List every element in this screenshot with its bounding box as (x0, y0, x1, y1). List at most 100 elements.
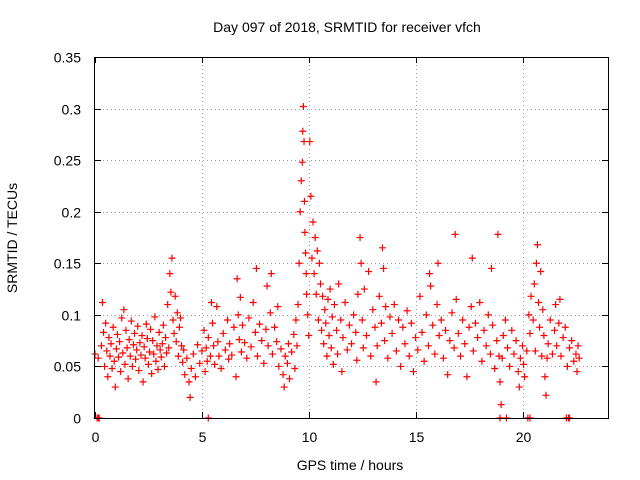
data-point (307, 192, 315, 200)
data-point (105, 334, 113, 342)
data-point (102, 319, 110, 327)
y-axis-label: SRMTID / TECUs (4, 183, 20, 293)
data-point (412, 334, 420, 342)
data-point (318, 326, 326, 334)
data-point (247, 343, 255, 351)
data-point (530, 280, 538, 288)
data-point (271, 323, 279, 331)
data-point (326, 285, 334, 293)
data-point (203, 357, 211, 365)
data-point (128, 362, 136, 370)
data-point (386, 313, 394, 321)
data-point (101, 362, 109, 370)
data-point (267, 270, 275, 278)
data-point (202, 344, 210, 352)
data-point (388, 329, 396, 337)
data-point (543, 354, 551, 362)
data-point (488, 264, 496, 272)
data-point (338, 368, 346, 376)
data-point (288, 348, 296, 356)
data-point (238, 321, 246, 329)
data-point (506, 362, 514, 370)
data-point (484, 311, 492, 319)
data-point (478, 357, 486, 365)
data-point (405, 352, 413, 360)
data-point (431, 350, 439, 358)
data-point (548, 350, 556, 358)
data-point (290, 330, 298, 338)
data-point (328, 313, 336, 321)
data-point (166, 270, 174, 278)
data-point (129, 341, 137, 349)
data-point (171, 292, 179, 300)
data-point (118, 314, 126, 322)
data-point (189, 350, 197, 358)
data-point (115, 353, 123, 361)
data-point (147, 325, 155, 333)
data-point (575, 354, 583, 362)
data-point (297, 177, 305, 185)
chart-title: Day 097 of 2018, SRMTID for receiver vfc… (213, 19, 481, 35)
data-point (258, 337, 266, 345)
data-point (469, 347, 477, 355)
data-point (262, 325, 270, 333)
data-point (113, 330, 121, 338)
data-point (144, 360, 152, 368)
data-point (263, 282, 271, 290)
data-point (233, 275, 241, 283)
data-point (211, 360, 219, 368)
data-point (241, 339, 249, 347)
data-point (126, 352, 134, 360)
data-point (153, 342, 161, 350)
data-point (454, 329, 462, 337)
data-point (486, 350, 494, 358)
data-point (225, 355, 233, 363)
data-point (335, 280, 343, 288)
data-point (236, 293, 244, 301)
data-point (253, 352, 261, 360)
data-point (298, 158, 306, 166)
data-point (350, 311, 358, 319)
x-tick-label: 0 (92, 429, 100, 445)
data-point (281, 352, 289, 360)
data-point (514, 368, 522, 376)
data-point (339, 334, 347, 342)
data-point (380, 264, 388, 272)
data-point (277, 345, 285, 353)
data-point (108, 364, 116, 372)
data-point (317, 280, 325, 288)
data-point (345, 321, 353, 329)
data-points (91, 103, 583, 422)
data-point (401, 340, 409, 348)
data-point (167, 288, 175, 296)
x-tick-label: 5 (199, 429, 207, 445)
data-point (451, 230, 459, 238)
data-point (409, 368, 417, 376)
data-point (546, 316, 554, 324)
data-point (150, 350, 158, 358)
data-point (525, 311, 533, 319)
data-point (221, 346, 229, 354)
data-point (309, 218, 317, 226)
data-point (146, 348, 154, 356)
data-point (264, 342, 272, 350)
data-point (444, 371, 452, 379)
data-point (158, 340, 166, 348)
data-point (529, 316, 537, 324)
data-point (154, 366, 162, 374)
data-point (109, 323, 117, 331)
data-point (156, 346, 164, 354)
data-point (566, 344, 574, 352)
data-point (568, 337, 576, 345)
axis-ticks: 0 0.05 0.1 0.15 0.2 0.25 0.3 0.35 0 5 10 15 20 (54, 50, 608, 445)
data-point (476, 298, 484, 306)
data-point (299, 103, 307, 111)
data-point (551, 326, 559, 334)
data-point (499, 331, 507, 339)
data-point (98, 298, 106, 306)
data-point (224, 316, 232, 324)
data-point (352, 328, 360, 336)
data-point (321, 306, 329, 314)
data-point (501, 316, 509, 324)
